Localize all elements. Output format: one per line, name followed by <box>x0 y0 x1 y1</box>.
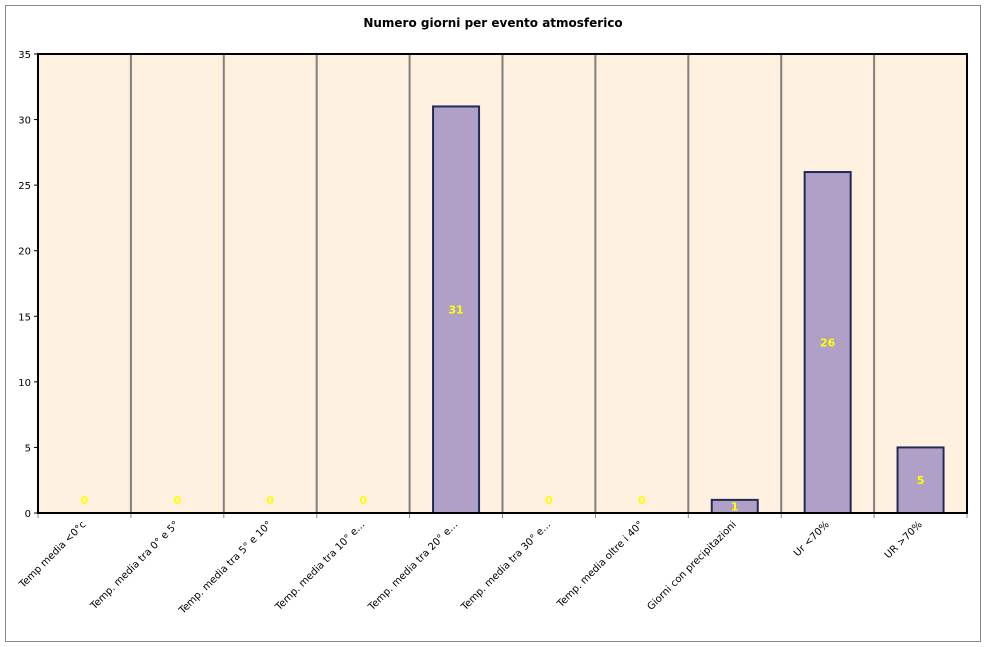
y-tick-label: 30 <box>18 116 31 127</box>
x-tick-label: Giorni con precipitazioni <box>645 519 738 612</box>
bar <box>432 105 481 514</box>
data-label: 31 <box>448 304 463 317</box>
x-tick-label: Ur <70% <box>792 519 832 559</box>
data-label: 5 <box>917 474 925 487</box>
x-tick-label: Temp. media tra 10° e... <box>273 519 367 613</box>
x-tick-label: Temp. media tra 20° e... <box>366 519 460 613</box>
x-tick-label: Temp. media tra 30° e... <box>459 519 553 613</box>
y-tick-label: 20 <box>18 247 31 258</box>
x-tick-label: Temp. media tra 5° e 10° <box>177 519 275 617</box>
y-tick-label: 35 <box>18 50 31 61</box>
y-tick-label: 15 <box>18 312 31 323</box>
data-label: 0 <box>266 494 274 507</box>
y-tick-label: 10 <box>18 378 31 389</box>
y-tick-label: 0 <box>25 509 31 520</box>
data-label: 26 <box>820 337 836 350</box>
x-tick-label: Temp media <0°c <box>17 519 89 591</box>
data-label: 1 <box>731 500 739 513</box>
data-label: 0 <box>174 494 182 507</box>
x-tick-label: UR >70% <box>883 519 925 561</box>
data-label: 0 <box>638 494 646 507</box>
bar <box>896 446 945 514</box>
y-tick-label: 5 <box>25 443 31 454</box>
chart-title: Numero giorni per evento atmosferico <box>363 16 622 30</box>
y-tick-label: 25 <box>18 181 31 192</box>
plot-border <box>37 53 968 514</box>
x-tick-label: Temp. media tra 0° e 5° <box>88 519 181 612</box>
data-label: 0 <box>81 494 89 507</box>
x-tick-label: Temp. media oltre i 40° <box>555 519 646 610</box>
data-label: 0 <box>359 494 367 507</box>
data-label: 0 <box>545 494 553 507</box>
bar <box>803 171 852 514</box>
